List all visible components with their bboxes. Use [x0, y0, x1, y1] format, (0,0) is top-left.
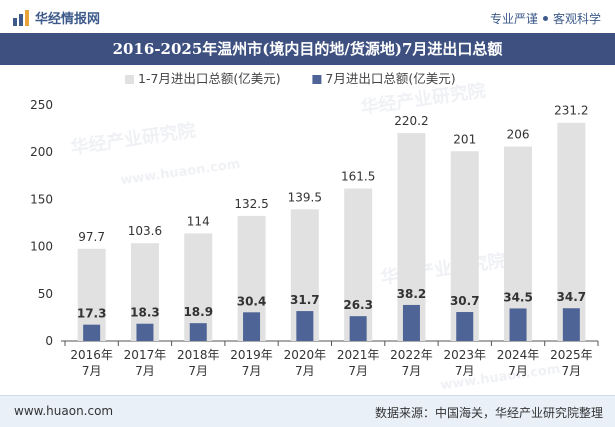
bar-month: [189, 323, 207, 341]
data-label-month: 17.3: [77, 307, 107, 321]
chart-title: 2016-2025年温州市(境内目的地/货源地)7月进出口总额: [112, 40, 503, 58]
data-label-total: 97.7: [78, 230, 105, 244]
bar-chart: 1-7月进出口总额(亿美元) 7月进出口总额(亿美元) 0 50 100 150 200 25…: [30, 71, 599, 378]
legend-label-2: 7月进出口总额(亿美元): [325, 71, 455, 86]
data-label-month: 18.9: [183, 305, 213, 319]
data-label-total: 231.2: [554, 104, 588, 118]
footer-website: www.huaon.com: [14, 404, 114, 418]
data-label-total: 201: [453, 132, 476, 146]
data-label-total: 206: [507, 128, 530, 142]
chart-area: 华经产业研究院 华经产业研究院 华经产业研究院 www.huaon.com ww…: [0, 65, 615, 395]
bar-month: [136, 323, 154, 341]
x-tick-label: 2021年 7月: [337, 348, 380, 378]
y-tick-label: 50: [38, 287, 53, 301]
logo-icon: [13, 9, 29, 26]
data-label-month: 26.3: [343, 298, 373, 312]
tagline: 专业严谨 客观科学: [490, 10, 601, 27]
data-label-month: 30.4: [237, 294, 267, 308]
bar-total: [557, 122, 586, 342]
legend-swatch-1: [125, 75, 134, 84]
x-tick-label: 2020年 7月: [284, 348, 327, 378]
brand-name: 华经情报网: [35, 12, 101, 27]
x-tick-label: 2019年 7月: [230, 348, 273, 378]
x-tick-label: 2023年 7月: [443, 348, 486, 378]
bar-total: [450, 151, 479, 341]
data-label-total: 103.6: [128, 224, 162, 238]
x-tick-label: 2022年 7月: [390, 348, 433, 378]
data-label-month: 38.2: [397, 287, 427, 301]
data-label-total: 114: [187, 214, 210, 228]
data-label-month: 34.5: [503, 290, 533, 304]
bar-month: [296, 311, 314, 341]
footer-source: 数据来源：中国海关，华经产业研究院整理: [374, 406, 603, 420]
data-label-month: 30.7: [450, 294, 480, 308]
data-label-total: 132.5: [234, 197, 268, 211]
bar-month: [562, 308, 580, 341]
y-tick-label: 150: [30, 192, 53, 206]
data-label-total: 139.5: [288, 190, 322, 204]
data-label-month: 18.3: [130, 306, 160, 320]
data-label-total: 161.5: [341, 170, 375, 184]
bar-month: [402, 304, 420, 341]
bar-month: [83, 324, 101, 341]
bar-month: [456, 312, 474, 341]
top-bar: 华经情报网 专业严谨 客观科学: [0, 0, 615, 33]
y-tick-label: 100: [30, 240, 53, 254]
bar-total: [344, 188, 373, 341]
data-label-month: 31.7: [290, 293, 320, 307]
y-tick-label: 250: [30, 98, 53, 112]
separator-dot-icon: [542, 16, 548, 21]
legend-swatch-2: [312, 75, 322, 84]
data-label-total: 220.2: [394, 114, 428, 128]
x-tick-label: 2017年 7月: [124, 348, 167, 378]
bar-total: [184, 233, 213, 341]
y-tick-label: 0: [45, 334, 53, 348]
tagline-right: 客观科学: [552, 12, 601, 26]
footer: www.huaon.com 数据来源：中国海关，华经产业研究院整理: [0, 395, 615, 427]
x-tick-label: 2016年 7月: [70, 348, 113, 378]
title-bar: 2016-2025年温州市(境内目的地/货源地)7月进出口总额: [0, 33, 615, 65]
x-tick-label: 2018年 7月: [177, 348, 220, 378]
bar-month: [349, 316, 367, 341]
data-label-month: 34.7: [557, 290, 587, 304]
bar-month: [509, 308, 527, 341]
brand: 华经情报网: [12, 8, 100, 27]
x-tick-label: 2024年 7月: [497, 348, 540, 378]
y-tick-label: 200: [30, 145, 53, 159]
x-tick-label: 2025年 7月: [550, 348, 593, 378]
bar-month: [243, 312, 261, 341]
legend-label-1: 1-7月进出口总额(亿美元): [138, 71, 281, 86]
tagline-left: 专业严谨: [489, 12, 538, 26]
